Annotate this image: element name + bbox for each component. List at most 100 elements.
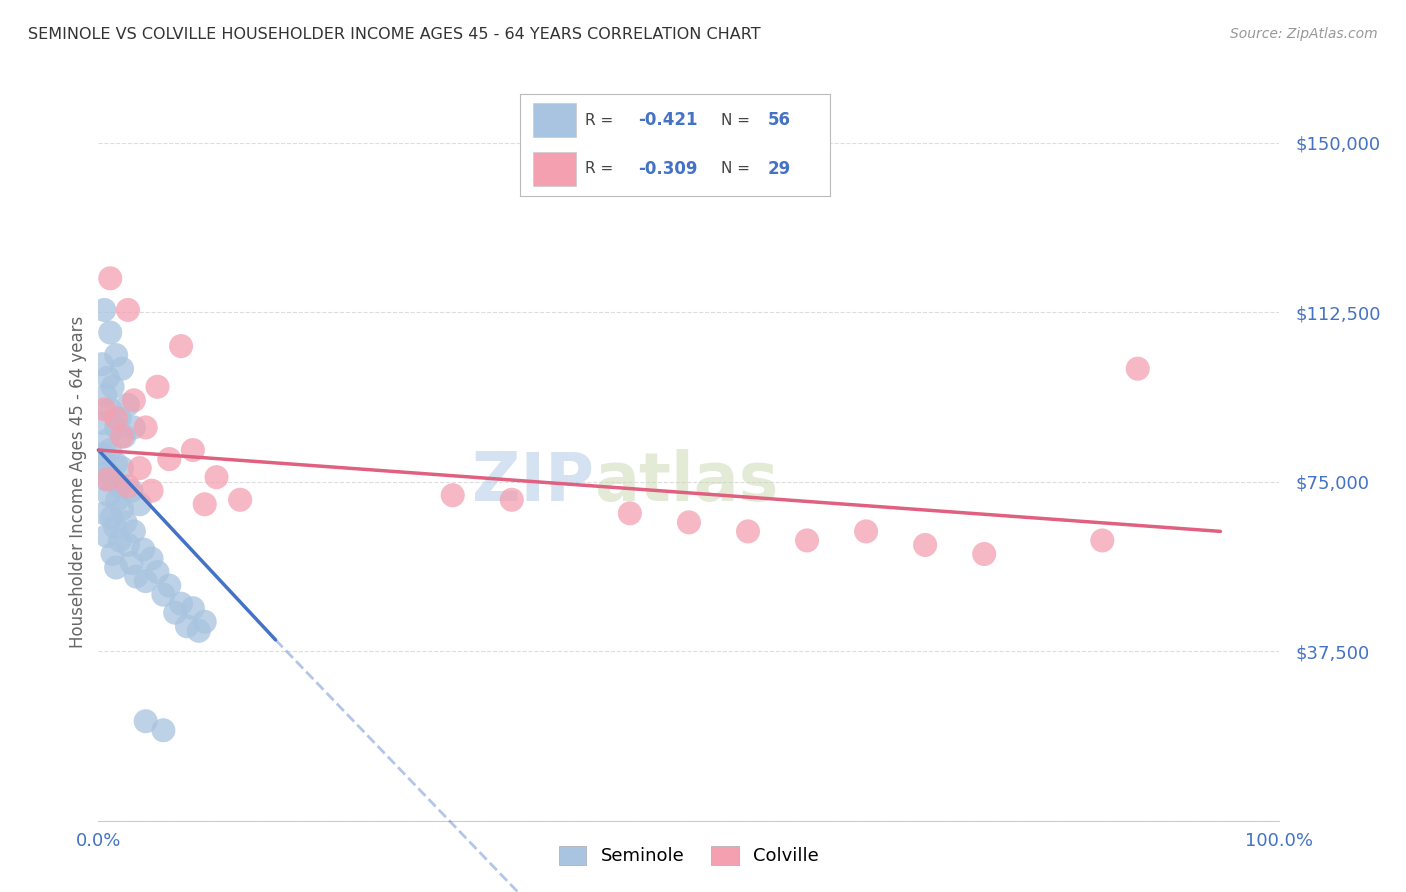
Point — [122, 524, 145, 539]
Point — [96, 529, 118, 543]
Point — [108, 479, 131, 493]
Point — [108, 533, 131, 548]
Text: N =: N = — [721, 161, 755, 176]
Point — [1091, 533, 1114, 548]
Point — [117, 302, 139, 317]
Point — [105, 492, 128, 507]
Point — [105, 411, 128, 425]
Point — [122, 420, 145, 434]
Point — [117, 479, 139, 493]
Point — [176, 619, 198, 633]
Point — [98, 326, 121, 340]
Point — [93, 402, 115, 417]
Point — [796, 533, 818, 548]
Point — [91, 357, 114, 371]
Point — [101, 547, 124, 561]
Point — [105, 457, 128, 471]
Point — [157, 579, 180, 593]
Point — [111, 429, 134, 443]
Point — [128, 461, 150, 475]
Text: N =: N = — [721, 112, 755, 128]
Point — [187, 624, 209, 638]
Point — [152, 723, 174, 738]
Point — [157, 452, 180, 467]
Point — [101, 470, 124, 484]
Point — [194, 615, 217, 629]
Point — [128, 497, 150, 511]
Text: SEMINOLE VS COLVILLE HOUSEHOLDER INCOME AGES 45 - 64 YEARS CORRELATION CHART: SEMINOLE VS COLVILLE HOUSEHOLDER INCOME … — [28, 27, 761, 42]
Point — [737, 524, 759, 539]
Text: atlas: atlas — [595, 449, 779, 515]
Point — [441, 488, 464, 502]
Point — [619, 506, 641, 520]
Point — [97, 370, 120, 384]
Text: 29: 29 — [768, 160, 792, 178]
Point — [108, 411, 131, 425]
Point — [121, 556, 143, 570]
Point — [146, 565, 169, 579]
Point — [229, 492, 252, 507]
Point — [97, 472, 120, 486]
Point — [135, 714, 157, 729]
Point — [114, 516, 136, 530]
Point — [121, 483, 143, 498]
Point — [98, 488, 121, 502]
Point — [914, 538, 936, 552]
Bar — [533, 153, 576, 186]
Point — [112, 429, 135, 443]
Point — [93, 506, 115, 520]
Point — [973, 547, 995, 561]
Point — [111, 461, 134, 475]
Text: ZIP: ZIP — [472, 449, 595, 515]
Point — [141, 483, 163, 498]
Point — [93, 452, 115, 467]
Point — [97, 466, 120, 480]
Text: R =: R = — [585, 112, 619, 128]
Point — [117, 398, 139, 412]
Text: Source: ZipAtlas.com: Source: ZipAtlas.com — [1230, 27, 1378, 41]
Point — [111, 501, 134, 516]
Point — [111, 361, 134, 376]
Text: -0.309: -0.309 — [638, 160, 697, 178]
Point — [93, 302, 115, 317]
Point — [105, 420, 128, 434]
Point — [141, 551, 163, 566]
Legend: Seminole, Colville: Seminole, Colville — [553, 838, 825, 872]
Point — [205, 470, 228, 484]
Point — [98, 271, 121, 285]
Point — [100, 511, 122, 525]
Point — [104, 520, 127, 534]
Point — [170, 339, 193, 353]
Point — [91, 448, 114, 462]
Point — [1126, 361, 1149, 376]
Point — [117, 538, 139, 552]
Point — [135, 574, 157, 588]
Point — [125, 569, 148, 583]
Point — [181, 443, 204, 458]
Point — [105, 560, 128, 574]
Y-axis label: Householder Income Ages 45 - 64 years: Householder Income Ages 45 - 64 years — [69, 316, 87, 648]
Point — [146, 380, 169, 394]
Point — [91, 416, 114, 430]
Text: -0.421: -0.421 — [638, 112, 697, 129]
Point — [194, 497, 217, 511]
Point — [94, 389, 117, 403]
Point — [152, 588, 174, 602]
Point — [855, 524, 877, 539]
Point — [170, 597, 193, 611]
Point — [96, 434, 118, 448]
Point — [98, 402, 121, 417]
Point — [165, 606, 187, 620]
Point — [94, 472, 117, 486]
Point — [122, 393, 145, 408]
Point — [105, 348, 128, 362]
Point — [135, 420, 157, 434]
Text: R =: R = — [585, 161, 619, 176]
Text: 56: 56 — [768, 112, 790, 129]
Point — [501, 492, 523, 507]
Point — [181, 601, 204, 615]
Bar — [533, 103, 576, 136]
Point — [132, 542, 155, 557]
Point — [678, 516, 700, 530]
Point — [101, 380, 124, 394]
